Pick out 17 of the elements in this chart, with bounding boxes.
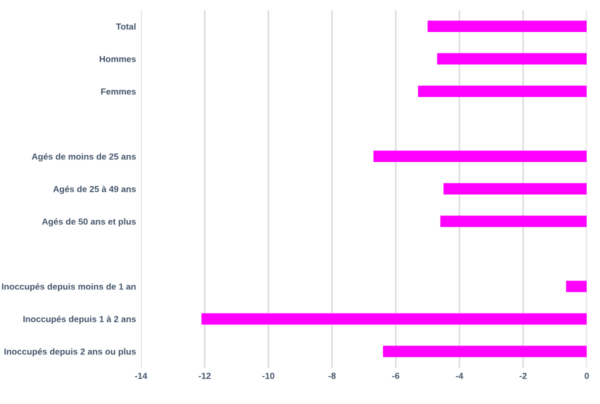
x-tick-label: -4 [456, 372, 464, 379]
x-tick-label: 0 [584, 372, 589, 379]
y-tick-label: Hommes [100, 56, 136, 62]
x-tick-label: -6 [392, 372, 400, 379]
x-tick-label: -10 [262, 372, 274, 379]
x-tick-label: -2 [520, 372, 527, 379]
x-tick-label: -8 [328, 372, 336, 379]
x-tick-label: -14 [135, 372, 148, 379]
y-tick-label: Inoccupés depuis 1 à 2 ans [23, 316, 136, 324]
y-tick-label: Femmes [101, 88, 136, 95]
y-tick-label: Agés de 25 à 49 ans [53, 186, 136, 194]
y-tick-label: Agés de 50 ans et plus [42, 218, 136, 226]
x-tick-label: -12 [198, 372, 211, 379]
y-tick-label: Total [116, 23, 136, 30]
y-tick-label: Inoccupés depuis moins de 1 an [2, 283, 136, 292]
y-tick-label: Agés de moins de 25 ans [32, 153, 136, 162]
y-tick-label: Inoccupés depuis 2 ans ou plus [4, 348, 136, 356]
